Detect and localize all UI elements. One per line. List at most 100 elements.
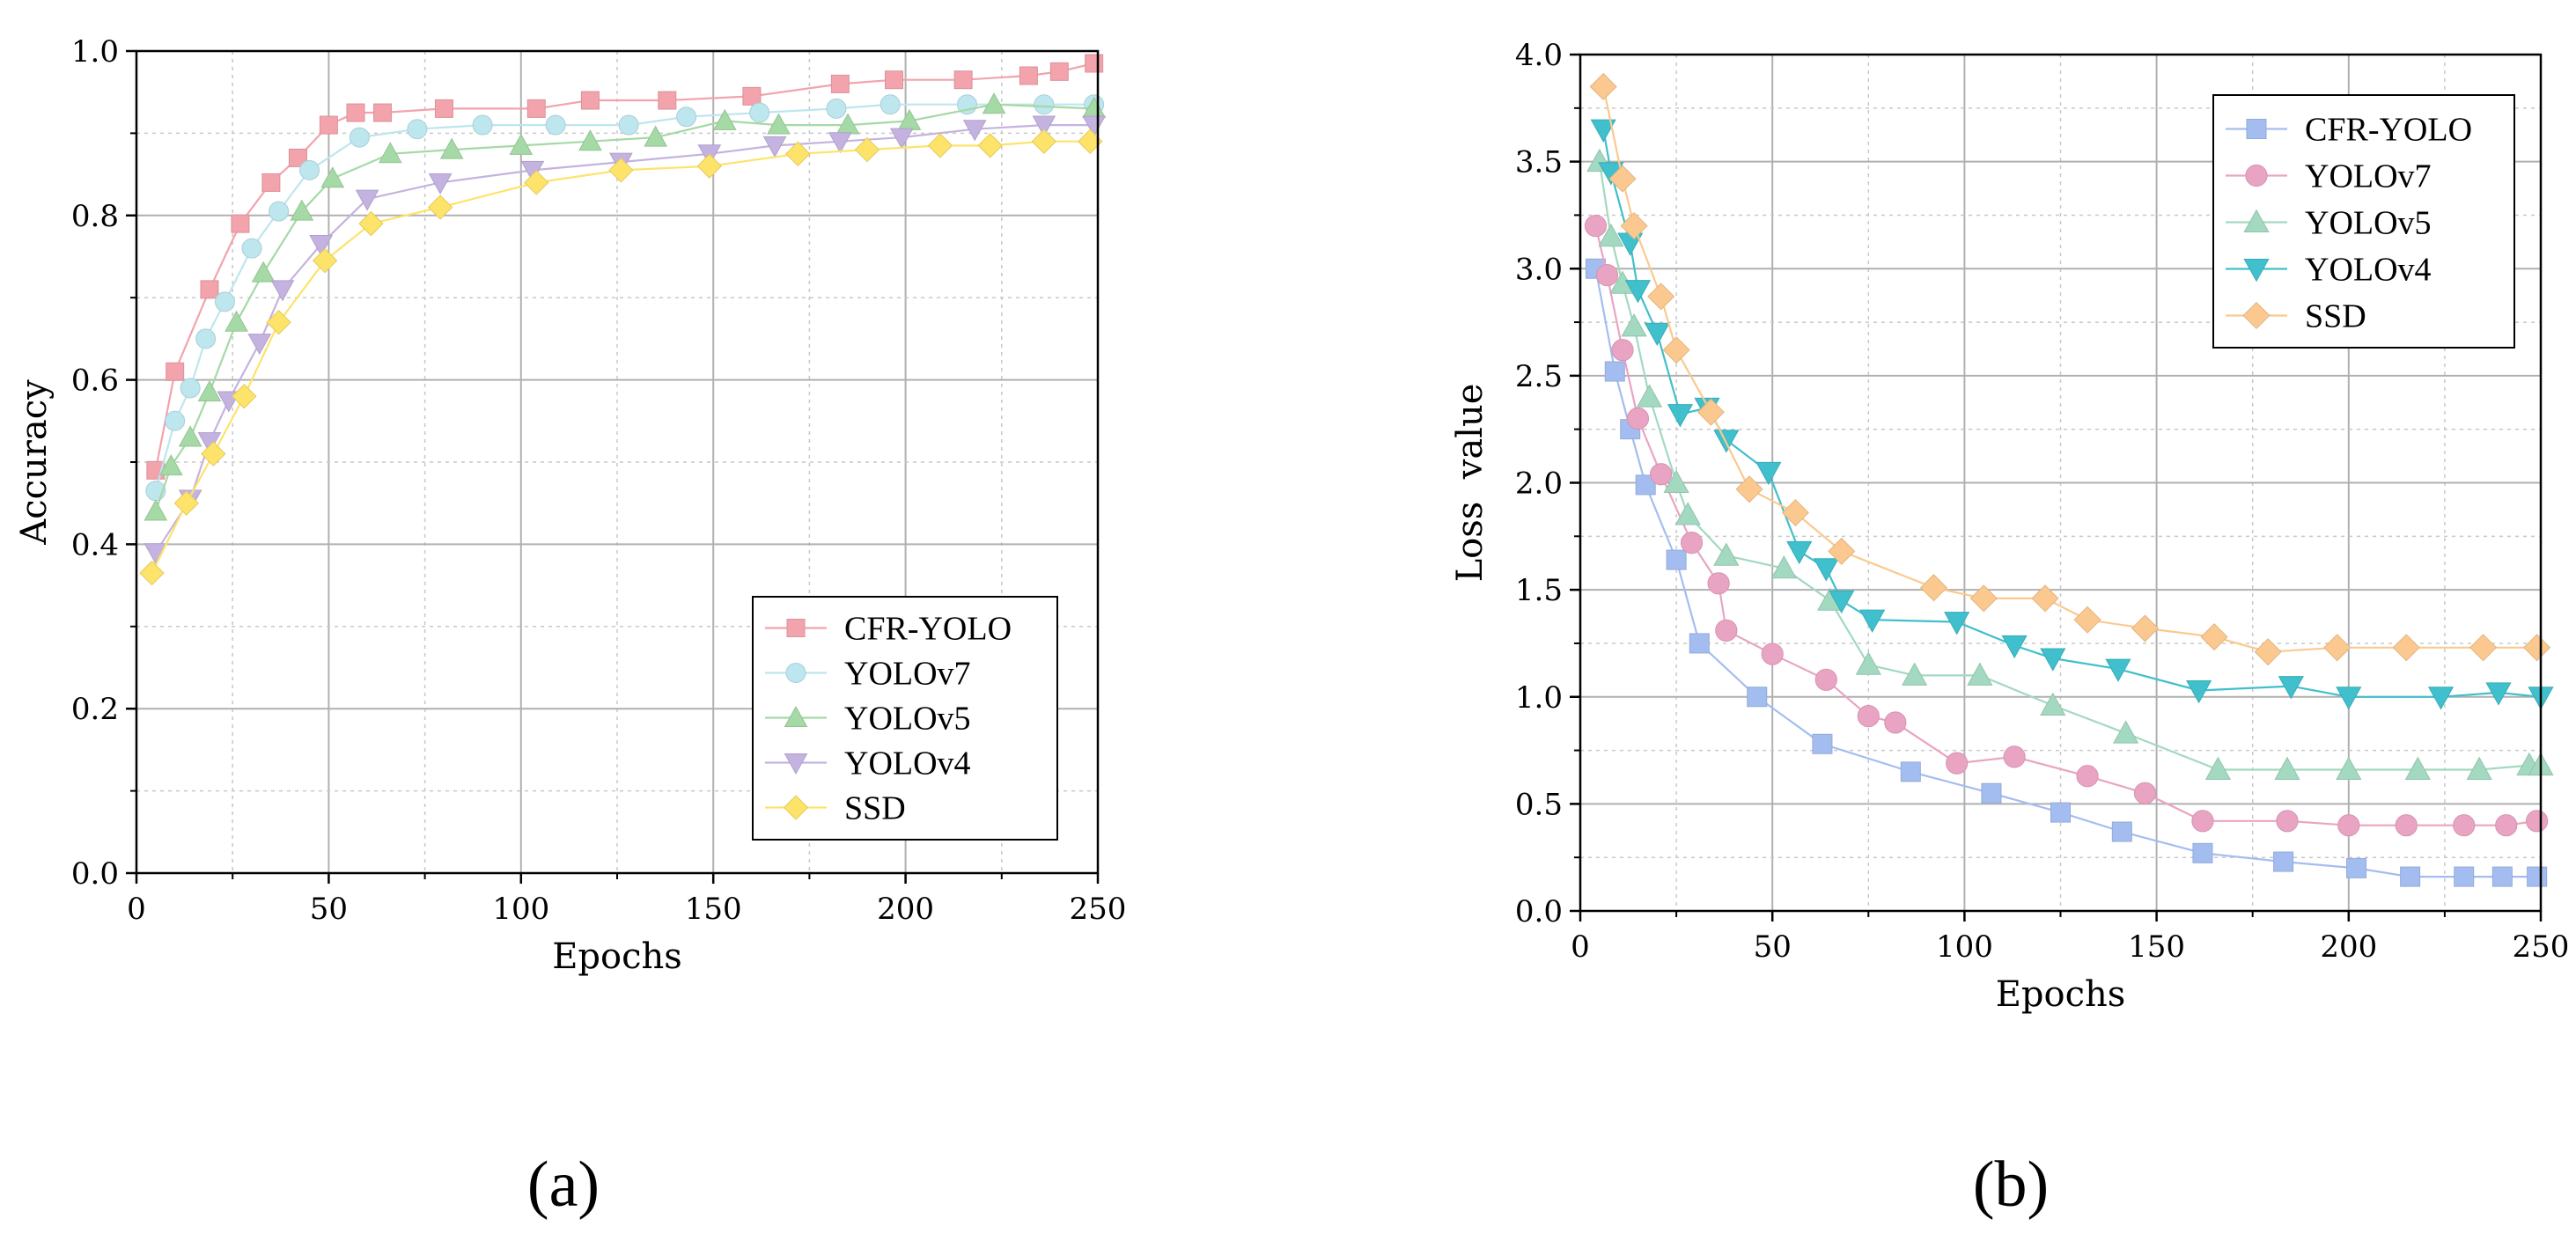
data-point: [526, 99, 546, 118]
data-point: [139, 560, 165, 586]
data-point: [1814, 668, 1837, 691]
legend-label: YOLOv7: [844, 656, 971, 693]
series-line: [1598, 161, 2541, 771]
data-point: [1595, 263, 1619, 287]
legend-label: YOLOv4: [844, 745, 971, 782]
data-point: [1680, 532, 1704, 554]
data-point: [2276, 810, 2299, 833]
data-point: [439, 137, 464, 159]
data-point: [1967, 662, 1993, 686]
data-point: [982, 92, 1006, 114]
data-point: [1082, 115, 1106, 137]
data-point: [2254, 638, 2282, 666]
y-tick-label: 0.0: [71, 856, 119, 892]
data-point: [676, 106, 697, 128]
data-point: [266, 310, 291, 335]
y-tick-label: 0.5: [1515, 787, 1563, 822]
data-point: [2073, 606, 2101, 634]
data-point: [854, 136, 880, 163]
legend-item-yolov5: YOLOv5: [2226, 205, 2432, 242]
legend-label: YOLOv5: [2305, 205, 2432, 242]
data-point: [247, 334, 272, 356]
data-point: [880, 94, 901, 115]
panel-label: (a): [527, 1149, 600, 1221]
data-point: [2040, 648, 2066, 672]
data-point: [1650, 463, 1673, 486]
data-point: [2527, 866, 2548, 887]
y-tick-label: 1.5: [1515, 573, 1563, 608]
data-point: [2001, 635, 2028, 659]
data-point: [580, 91, 600, 110]
data-point: [1944, 612, 1970, 635]
legend-label: CFR-YOLO: [844, 611, 1012, 648]
data-point: [1666, 549, 1687, 570]
data-point: [166, 362, 185, 381]
data-point: [312, 247, 338, 274]
data-point: [197, 380, 222, 402]
data-point: [1812, 733, 1833, 754]
x-axis-label: Epochs: [1996, 974, 2126, 1015]
legend-label: YOLOv4: [2305, 252, 2432, 289]
data-point: [1647, 283, 1675, 311]
y-tick-label: 0.0: [1515, 894, 1563, 929]
x-tick-label: 0: [127, 892, 146, 927]
data-point: [1674, 502, 1701, 525]
legend-marker: [2246, 119, 2267, 139]
legend-label: YOLOv7: [2305, 158, 2432, 195]
series-line: [154, 124, 1094, 554]
y-tick-label: 4.0: [1515, 38, 1563, 73]
data-point: [1829, 590, 1855, 614]
data-point: [1031, 129, 1057, 154]
data-point: [545, 114, 566, 136]
data-point: [2346, 857, 2367, 878]
legend-item-yolov4: YOLOv4: [765, 745, 971, 782]
data-point: [762, 136, 787, 158]
data-point: [288, 148, 307, 167]
data-point: [231, 214, 250, 233]
data-point: [2336, 687, 2362, 710]
data-point: [578, 129, 602, 151]
legend-marker: [784, 705, 808, 727]
data-point: [346, 103, 365, 122]
legend-label: CFR-YOLO: [2305, 112, 2472, 149]
chart-panel-a: 0 50 100 150 200 250 0.0 0.2 0.4 0.6 0.8 1.0 Epochs A…: [14, 34, 1126, 1221]
data-point: [1636, 384, 1663, 408]
data-point: [2392, 634, 2420, 662]
data-point: [261, 173, 281, 192]
data-point: [434, 99, 453, 118]
data-point: [270, 280, 295, 302]
data-point: [2274, 756, 2300, 780]
data-point: [1620, 212, 1648, 240]
data-point: [1662, 336, 1690, 364]
data-point: [214, 291, 235, 312]
data-point: [2526, 810, 2549, 833]
legend-label: YOLOv5: [844, 701, 971, 738]
data-point: [1032, 115, 1056, 137]
data-point: [201, 441, 226, 466]
data-point: [1608, 165, 1637, 193]
data-point: [319, 115, 338, 135]
data-point: [1735, 475, 1763, 503]
data-point: [2469, 634, 2498, 662]
data-point: [2192, 842, 2213, 863]
data-point: [232, 384, 257, 409]
data-point: [251, 261, 276, 283]
data-point: [1946, 752, 1969, 775]
data-point: [1828, 537, 1856, 565]
data-point: [2453, 814, 2476, 837]
legend-item-yolov4: YOLOv4: [2226, 252, 2432, 289]
data-point: [1019, 66, 1038, 85]
data-point: [927, 133, 953, 158]
series-line: [1594, 268, 2537, 878]
y-tick-label: 0.2: [71, 692, 119, 727]
data-point: [696, 153, 723, 179]
data-point: [2111, 821, 2132, 842]
data-point: [355, 189, 379, 211]
data-point: [742, 86, 762, 106]
data-point: [320, 166, 345, 188]
data-point: [1859, 609, 1886, 633]
legend-label: SSD: [2305, 298, 2366, 335]
series-cfr-yolo: [1585, 258, 2548, 887]
data-point: [1589, 72, 1617, 101]
data-point: [1900, 761, 1921, 782]
